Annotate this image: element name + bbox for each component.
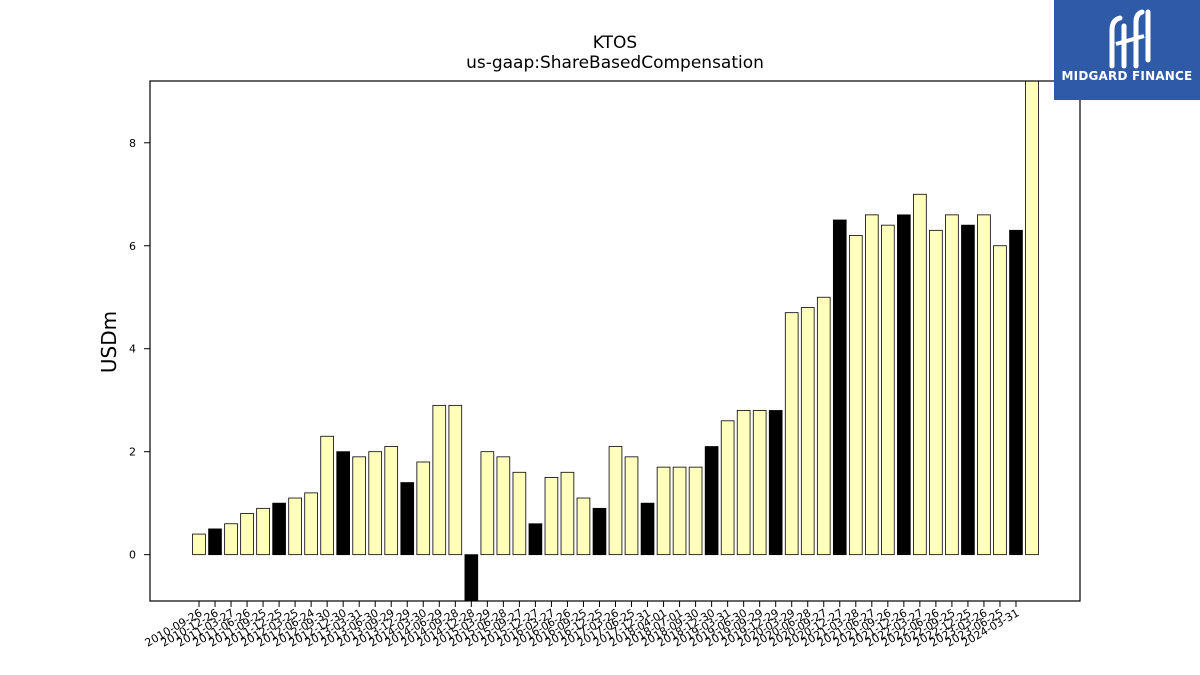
- bar: [288, 497, 302, 556]
- bar: [704, 446, 719, 556]
- bar: [768, 410, 783, 556]
- bar: [736, 410, 751, 556]
- y-tick-label: 6: [129, 240, 136, 253]
- bar: [752, 410, 767, 556]
- bar: [977, 214, 991, 556]
- bar: [576, 497, 591, 556]
- bars-group: [192, 80, 1039, 602]
- bar: [544, 477, 559, 556]
- bar: [624, 456, 639, 556]
- bar: [208, 528, 222, 556]
- bar: [272, 502, 286, 556]
- bar: [304, 492, 318, 556]
- bar: [336, 451, 350, 556]
- bar: [256, 507, 270, 556]
- bar: [816, 296, 831, 556]
- bar: [464, 554, 479, 602]
- chart-subtitle: us-gaap:ShareBasedCompensation: [466, 53, 764, 73]
- bar: [688, 466, 703, 556]
- bar: [993, 245, 1007, 556]
- bar: [784, 312, 799, 556]
- bar: [432, 404, 447, 556]
- bar: [848, 235, 863, 556]
- bar: [528, 523, 543, 556]
- logo-mark-icon: [1109, 9, 1151, 69]
- bar: [720, 420, 735, 556]
- bar: [929, 229, 943, 556]
- bar: [480, 451, 495, 556]
- bar: [961, 224, 975, 556]
- bar: [592, 507, 607, 556]
- bar: [512, 471, 527, 556]
- y-tick-label: 0: [129, 549, 136, 562]
- bar: [384, 446, 399, 556]
- bar: [608, 446, 623, 556]
- bar: [913, 193, 927, 556]
- y-tick-label: 8: [129, 137, 136, 150]
- bar: [448, 404, 463, 556]
- bar: [800, 307, 815, 556]
- chart-title: KTOS: [593, 33, 637, 53]
- bar: [240, 513, 254, 556]
- bar: [368, 451, 383, 556]
- x-axis: 2010-09-262010-12-262011-03-272011-06-26…: [143, 601, 1021, 650]
- bar: [832, 219, 847, 556]
- bar: [224, 523, 238, 556]
- bar: [400, 482, 415, 556]
- bar: [416, 461, 431, 556]
- bar: [352, 456, 366, 556]
- bar: [320, 435, 334, 556]
- y-tick-label: 2: [129, 446, 136, 459]
- bar: [897, 214, 911, 556]
- bar: [192, 533, 206, 556]
- bar: [560, 471, 575, 556]
- bar: [881, 224, 895, 556]
- y-axis: 0 2 4 6 8: [129, 137, 150, 562]
- y-axis-label: USDm: [97, 311, 121, 373]
- bar: [945, 214, 959, 556]
- bar: [865, 214, 879, 556]
- bar: [1009, 229, 1023, 556]
- bar: [656, 466, 671, 556]
- bar: [640, 502, 655, 556]
- bar: [1025, 80, 1039, 556]
- bar: [496, 456, 511, 556]
- y-tick-label: 4: [129, 343, 136, 356]
- midgard-finance-logo: MIDGARD FINANCE: [1054, 0, 1200, 100]
- plot-frame: [149, 80, 1081, 602]
- bar: [672, 466, 687, 556]
- logo-text: MIDGARD FINANCE: [1061, 69, 1193, 83]
